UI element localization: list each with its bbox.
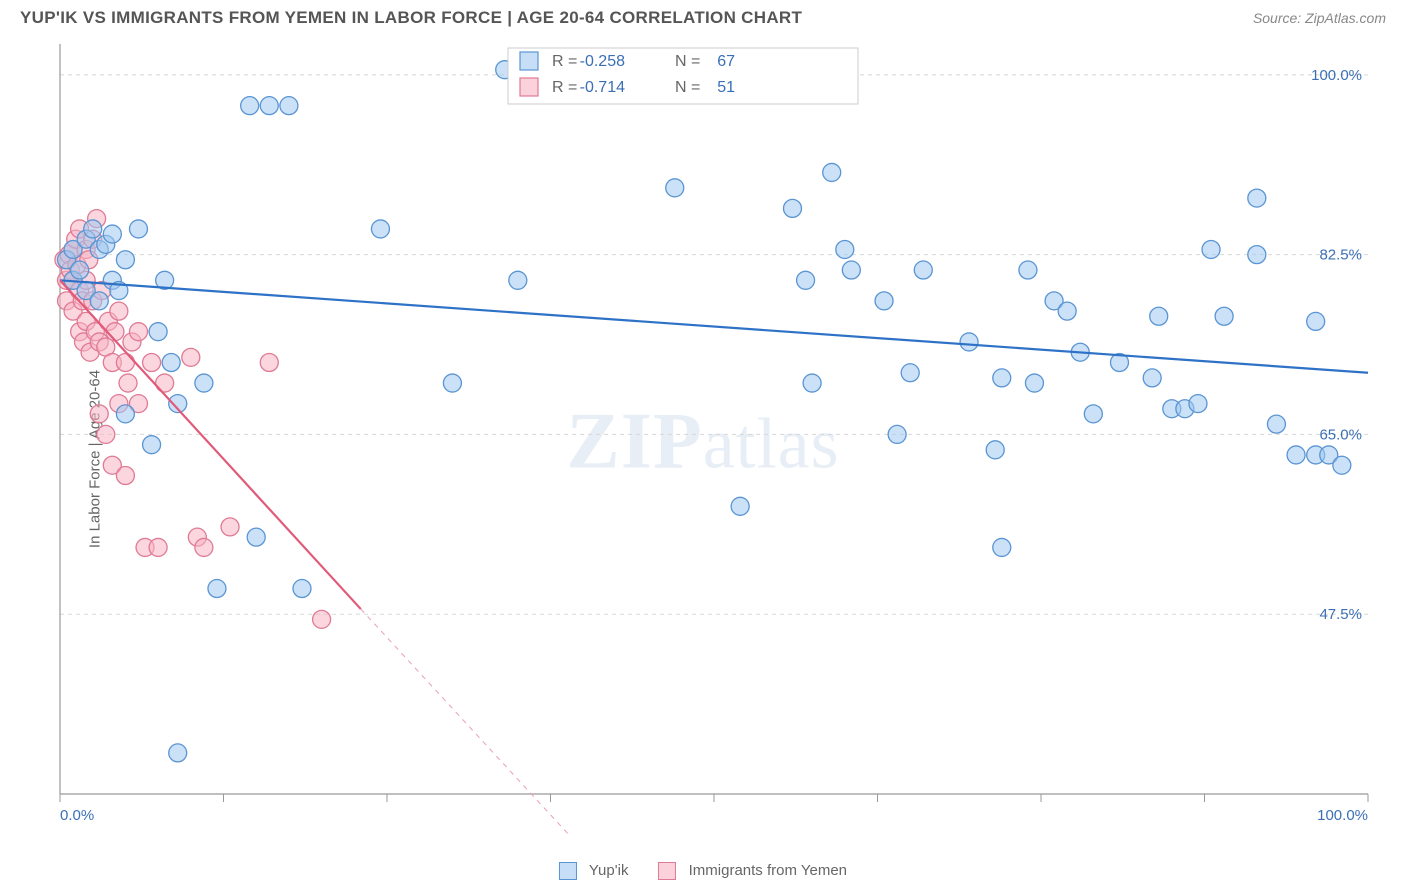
- stats-r-label: R =: [552, 53, 577, 70]
- data-point: [993, 538, 1011, 556]
- legend-swatch-pink: [658, 862, 676, 880]
- data-point: [1267, 415, 1285, 433]
- stats-n-value: 67: [717, 53, 735, 70]
- source-attribution: Source: ZipAtlas.com: [1253, 10, 1386, 26]
- data-point: [888, 425, 906, 443]
- data-point: [313, 610, 331, 628]
- header: YUP'IK VS IMMIGRANTS FROM YEMEN IN LABOR…: [0, 0, 1406, 34]
- data-point: [116, 251, 134, 269]
- trend-line-pink-extended: [361, 609, 636, 834]
- data-point: [143, 353, 161, 371]
- stats-n-label: N =: [675, 79, 700, 96]
- data-point: [1019, 261, 1037, 279]
- data-point: [986, 441, 1004, 459]
- data-point: [783, 199, 801, 217]
- data-point: [143, 436, 161, 454]
- legend-label-yupik: Yup'ik: [589, 862, 629, 879]
- stats-r-value: -0.258: [580, 53, 625, 70]
- data-point: [1202, 240, 1220, 258]
- x-tick-label: 100.0%: [1317, 807, 1368, 824]
- data-point: [116, 467, 134, 485]
- legend-item-yupik: Yup'ik: [559, 862, 628, 880]
- stats-swatch: [520, 78, 538, 96]
- data-point: [129, 323, 147, 341]
- data-point: [666, 179, 684, 197]
- chart-container: In Labor Force | Age 20-64 ZIPatlas 47.5…: [0, 34, 1406, 884]
- data-point: [116, 405, 134, 423]
- data-point: [1307, 312, 1325, 330]
- data-point: [260, 353, 278, 371]
- data-point: [842, 261, 860, 279]
- data-point: [823, 163, 841, 181]
- data-point: [103, 225, 121, 243]
- data-point: [195, 538, 213, 556]
- stats-n-value: 51: [717, 79, 735, 96]
- data-point: [443, 374, 461, 392]
- chart-title: YUP'IK VS IMMIGRANTS FROM YEMEN IN LABOR…: [20, 8, 802, 28]
- data-point: [247, 528, 265, 546]
- data-point: [803, 374, 821, 392]
- data-point: [71, 261, 89, 279]
- stats-r-label: R =: [552, 79, 577, 96]
- stats-swatch: [520, 52, 538, 70]
- data-point: [106, 323, 124, 341]
- data-point: [509, 271, 527, 289]
- data-point: [836, 240, 854, 258]
- data-point: [371, 220, 389, 238]
- scatter-plot: 47.5% 65.0% 82.5% 100.0% 0.0% 100.0% R =-0.258…: [48, 34, 1388, 834]
- y-tick-label: 82.5%: [1319, 247, 1362, 264]
- data-point: [797, 271, 815, 289]
- data-point: [110, 302, 128, 320]
- data-point: [119, 374, 137, 392]
- y-tick-label: 47.5%: [1319, 606, 1362, 623]
- data-point: [901, 364, 919, 382]
- data-point: [84, 220, 102, 238]
- legend-item-yemen: Immigrants from Yemen: [658, 862, 847, 880]
- data-point: [731, 497, 749, 515]
- trend-line-blue: [60, 280, 1368, 372]
- data-point: [182, 348, 200, 366]
- data-point: [90, 405, 108, 423]
- data-point: [241, 97, 259, 115]
- data-point: [260, 97, 278, 115]
- y-tick-label: 65.0%: [1319, 426, 1362, 443]
- data-point: [960, 333, 978, 351]
- data-point: [208, 580, 226, 598]
- data-point: [221, 518, 239, 536]
- data-point: [195, 374, 213, 392]
- trend-line-pink: [60, 280, 361, 609]
- data-point: [1150, 307, 1168, 325]
- data-point: [1333, 456, 1351, 474]
- data-point: [1058, 302, 1076, 320]
- legend-label-yemen: Immigrants from Yemen: [689, 862, 847, 879]
- data-point: [116, 353, 134, 371]
- data-point: [914, 261, 932, 279]
- y-tick-label: 100.0%: [1311, 67, 1362, 84]
- data-point: [1189, 395, 1207, 413]
- x-tick-label: 0.0%: [60, 807, 94, 824]
- data-point: [1084, 405, 1102, 423]
- stats-r-value: -0.714: [580, 79, 625, 96]
- stats-n-label: N =: [675, 53, 700, 70]
- data-point: [280, 97, 298, 115]
- data-point: [993, 369, 1011, 387]
- data-point: [1287, 446, 1305, 464]
- data-point: [1025, 374, 1043, 392]
- data-point: [162, 353, 180, 371]
- data-point: [129, 220, 147, 238]
- data-point: [1215, 307, 1233, 325]
- data-point: [875, 292, 893, 310]
- data-point: [1248, 189, 1266, 207]
- data-point: [149, 323, 167, 341]
- legend-swatch-blue: [559, 862, 577, 880]
- data-point: [149, 538, 167, 556]
- data-point: [169, 744, 187, 762]
- data-point: [1248, 246, 1266, 264]
- data-point: [90, 292, 108, 310]
- data-point: [97, 425, 115, 443]
- data-point: [293, 580, 311, 598]
- data-point: [1143, 369, 1161, 387]
- series-legend: Yup'ik Immigrants from Yemen: [559, 862, 847, 880]
